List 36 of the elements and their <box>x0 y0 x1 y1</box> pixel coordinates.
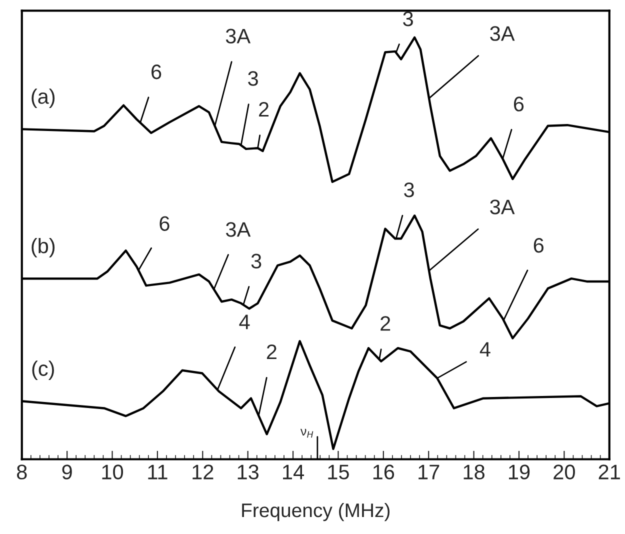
x-tick-label: 8 <box>16 464 27 480</box>
annotation: 3A <box>226 222 251 237</box>
series-label: (b) <box>32 238 55 258</box>
x-tick-label: 14 <box>283 464 304 480</box>
annotation: 6 <box>152 64 162 80</box>
annotation: 4 <box>480 342 490 357</box>
x-tick-label: 21 <box>598 464 620 480</box>
annotation: 2 <box>259 102 269 117</box>
x-tick-label: 18 <box>464 464 484 480</box>
annotation: 6 <box>160 216 170 231</box>
annotation: 4 <box>239 314 250 330</box>
x-tick-label: 15 <box>328 464 349 480</box>
annotation: 6 <box>534 238 544 253</box>
x-tick-label: 19 <box>508 464 530 480</box>
annotation: 2 <box>266 344 276 360</box>
ref-line-label: ν$_{H}$ <box>300 428 314 438</box>
x-tick-label: 12 <box>192 464 214 480</box>
annotation: 3 <box>404 182 414 198</box>
annotation: 3A <box>226 28 251 44</box>
x-axis-title: Frequency (MHz) <box>242 502 390 522</box>
annotation: 3 <box>403 11 413 26</box>
x-tick-label: 10 <box>102 464 124 480</box>
annotation: 3A <box>490 200 515 214</box>
series-label: (c) <box>32 360 54 380</box>
annotation: 3A <box>490 26 515 41</box>
x-tick-label: 11 <box>148 464 168 480</box>
x-tick-label: 16 <box>373 464 394 480</box>
annotation: 3 <box>248 71 258 86</box>
annotation: 6 <box>514 96 524 112</box>
series-label: (a) <box>32 88 55 108</box>
x-tick-label: 9 <box>62 464 72 480</box>
x-tick-label: 13 <box>238 464 259 480</box>
x-tick-label: 20 <box>554 464 575 480</box>
x-tick-label: 17 <box>418 464 440 480</box>
annotation: 2 <box>380 316 390 331</box>
annotation: 3 <box>251 254 262 269</box>
